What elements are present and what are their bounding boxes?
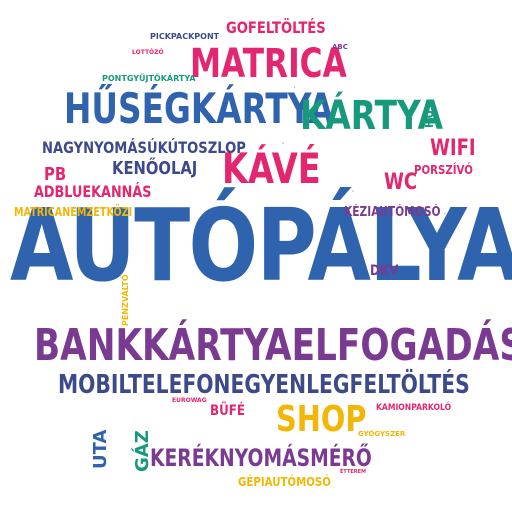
word-shop: SHOP bbox=[276, 399, 367, 440]
word-wc: WC bbox=[384, 170, 418, 195]
word-matrica: MATRICA bbox=[190, 41, 347, 87]
word-adbluekannas: ADBLUEKANNÁS bbox=[34, 182, 152, 201]
word-bankkartyaelfogadas: BANKKÁRTYAELFOGADÁS bbox=[34, 320, 512, 371]
word-lottozo: LOTTÓZÓ bbox=[132, 49, 164, 56]
word-gepimoso: GÉPIAUTÓMOSÓ bbox=[238, 475, 331, 489]
word-tiny-decorative-1: · bbox=[294, 85, 296, 90]
word-nagynyomasukutoszlop: NAGYNYOMÁSÚKÚTOSZLOP bbox=[42, 138, 246, 157]
word-wifi: WIFI bbox=[430, 136, 476, 161]
word-kartya: KÁRTYA bbox=[300, 93, 443, 139]
word-abc: ABC bbox=[332, 43, 348, 51]
word-tiny-decorative-3: · bbox=[444, 211, 446, 216]
word-porszivo: PORSZÍVÓ bbox=[414, 163, 473, 177]
word-kezimoso: KÉZIAUTÓMOSÓ bbox=[344, 205, 441, 220]
word-dkv: DKV bbox=[370, 263, 399, 279]
word-matricanemzetkozi: MATRICANEMZETKÖZI bbox=[14, 205, 133, 219]
word-mobiltelefonegyenlegfeltoltes: MOBILTELEFONEGYENLEGFELTÖLTÉS bbox=[58, 370, 470, 400]
word-gofeltoltes: GOFELTÖLTÉS bbox=[226, 18, 326, 37]
word-gyogyszer: GYÓGYSZER bbox=[358, 430, 406, 438]
word-uta: UTA bbox=[90, 430, 111, 470]
word-eurowag: EUROWAG bbox=[172, 397, 207, 404]
word-pickpackpont: PICKPACKPONT bbox=[150, 32, 220, 41]
word-penzvalto: PÉNZVÁLTÓ bbox=[121, 274, 130, 326]
word-gaz: GÁZ bbox=[132, 430, 153, 472]
word-kereknyomasmero: KERÉKNYOMÁSMÉRŐ bbox=[150, 444, 372, 472]
word-autopalya: AUTÓPÁLYA bbox=[10, 187, 512, 304]
word-pontgyujtokartya: PONTGYŰJTŐKÁRTYA bbox=[102, 74, 196, 83]
word-kenoolaj: KENŐOLAJ bbox=[112, 158, 198, 179]
word-pb: PB bbox=[44, 164, 67, 185]
word-tiny-decorative-5: · bbox=[351, 190, 357, 192]
word-bufe: BÜFÉ bbox=[210, 403, 245, 419]
word-tiny-decorative-4: · bbox=[293, 248, 299, 250]
word-etterem: ÉTTEREM bbox=[340, 469, 367, 475]
word-husegkartya: HŰSÉGKÁRTYA bbox=[64, 84, 334, 133]
word-tiny-decorative-2: · bbox=[282, 141, 284, 147]
word-kave: KÁVÉ bbox=[222, 144, 321, 193]
word-hu: HU bbox=[423, 110, 436, 129]
word-kamionparkolo: KAMIONPARKOLÓ bbox=[376, 403, 452, 413]
